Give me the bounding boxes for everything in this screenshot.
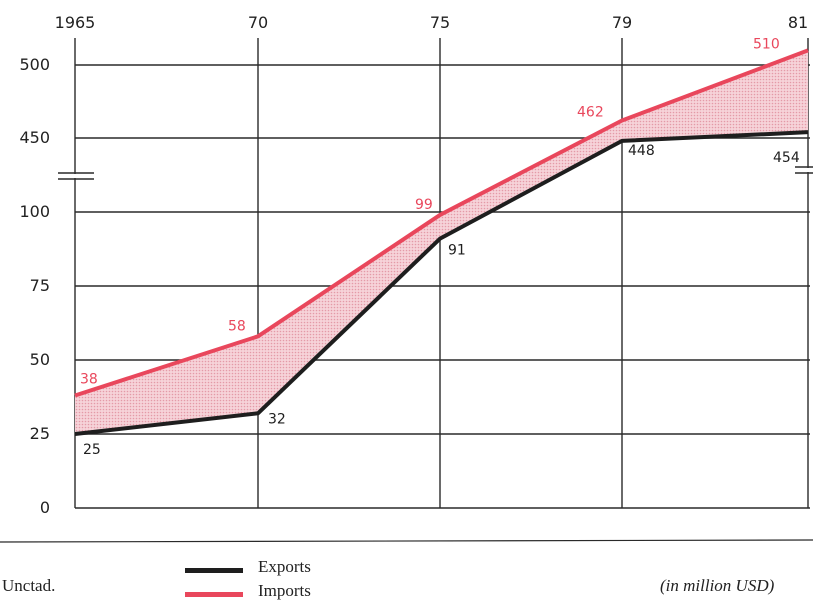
y-tick-label: 75 (30, 276, 50, 295)
x-tick-label: 81 (788, 13, 808, 32)
x-tick-label: 79 (612, 13, 632, 32)
data-label-exports: 32 (268, 411, 286, 427)
legend-swatch-imports (185, 592, 243, 597)
data-label-imports: 510 (753, 36, 780, 52)
data-label-exports: 454 (773, 150, 800, 166)
data-label-exports: 448 (628, 143, 655, 159)
y-tick-label: 100 (19, 202, 50, 221)
data-label-imports: 38 (80, 372, 98, 388)
x-tick-label: 1965 (55, 13, 96, 32)
axis-break-gap (70, 174, 82, 178)
x-tick-label: 70 (248, 13, 268, 32)
axis-break-gap (803, 168, 813, 172)
y-tick-label: 500 (19, 55, 50, 74)
data-label-imports: 58 (228, 318, 246, 334)
footer-separator (0, 539, 813, 543)
x-tick-label: 75 (430, 13, 450, 32)
y-tick-label: 25 (30, 424, 50, 443)
y-tick-label: 0 (40, 498, 50, 517)
data-label-exports: 91 (448, 243, 466, 259)
y-tick-label: 50 (30, 350, 50, 369)
data-label-imports: 99 (415, 197, 433, 213)
legend-label-exports: Exports (258, 557, 311, 576)
difference-area (75, 50, 808, 435)
source-note: Unctad. (2, 576, 56, 595)
data-label-imports: 462 (577, 104, 604, 120)
series-line-exports (74, 130, 809, 436)
legend-label-imports: Imports (258, 581, 311, 600)
unit-note: (in million USD) (660, 576, 775, 595)
y-tick-label: 450 (19, 128, 50, 147)
data-label-exports: 25 (83, 442, 101, 458)
legend-swatch-exports (185, 568, 243, 573)
series-line-imports (74, 48, 809, 398)
